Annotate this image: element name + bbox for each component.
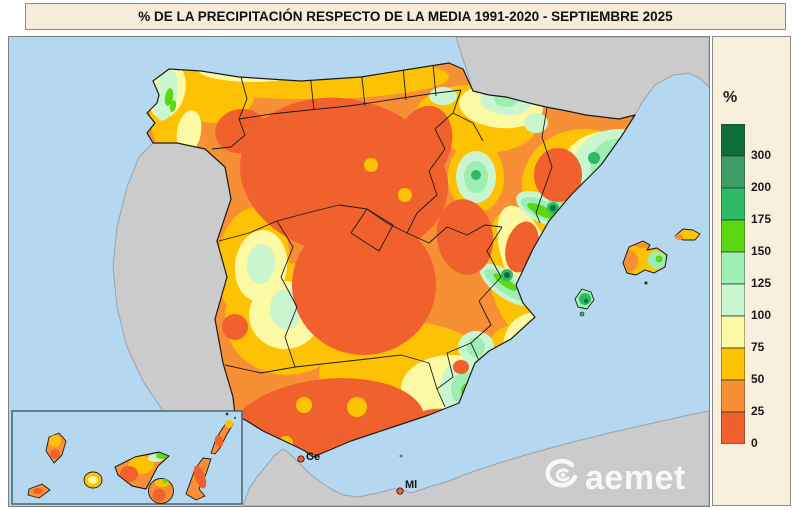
legend-swatch bbox=[721, 124, 745, 157]
legend-color-ramp bbox=[721, 124, 745, 444]
legend-tick: 0 bbox=[751, 436, 758, 450]
spain-map-svg: Ce Ml aemet bbox=[9, 37, 709, 506]
aemet-swirl-icon bbox=[545, 458, 578, 488]
legend-tick: 100 bbox=[751, 308, 772, 322]
legend-unit-label: % bbox=[723, 89, 738, 106]
legend-swatch bbox=[721, 219, 745, 253]
legend-swatch bbox=[721, 379, 745, 413]
map-title-text: % DE LA PRECIPITACIÓN RESPECTO DE LA MED… bbox=[138, 9, 673, 24]
balearic-islands bbox=[574, 228, 701, 317]
spain-coastline bbox=[146, 62, 636, 458]
map-title: % DE LA PRECIPITACIÓN RESPECTO DE LA MED… bbox=[25, 3, 786, 30]
legend-swatch bbox=[721, 155, 745, 189]
map-area: Ce Ml aemet bbox=[8, 36, 710, 507]
region-north-africa bbox=[242, 410, 709, 506]
legend-tick: 150 bbox=[751, 244, 772, 258]
legend-panel: % 300 200 175 150 125 100 75 50 25 0 bbox=[712, 36, 791, 506]
alboran-island-dot bbox=[399, 454, 403, 458]
legend-swatch bbox=[721, 315, 745, 349]
legend-tick: 25 bbox=[751, 404, 765, 418]
legend-swatch bbox=[721, 187, 745, 221]
aemet-logo-text: aemet bbox=[585, 459, 686, 497]
legend-tick: 75 bbox=[751, 340, 765, 354]
ceuta-label: Ce bbox=[306, 451, 320, 463]
melilla-marker: Ml bbox=[396, 479, 417, 495]
canary-inset bbox=[11, 410, 243, 505]
melilla-label: Ml bbox=[405, 479, 417, 491]
legend-tick: 300 bbox=[751, 148, 772, 162]
legend-swatch bbox=[721, 283, 745, 317]
legend-swatch bbox=[721, 347, 745, 381]
legend-tick: 175 bbox=[751, 212, 772, 226]
legend-swatch bbox=[721, 251, 745, 285]
ceuta-marker: Ce bbox=[297, 451, 320, 463]
aemet-logo: aemet bbox=[545, 458, 686, 497]
legend-swatch bbox=[721, 411, 745, 444]
legend-tick: 50 bbox=[751, 372, 765, 386]
legend-tick: 200 bbox=[751, 180, 772, 194]
legend-tick: 125 bbox=[751, 276, 772, 290]
